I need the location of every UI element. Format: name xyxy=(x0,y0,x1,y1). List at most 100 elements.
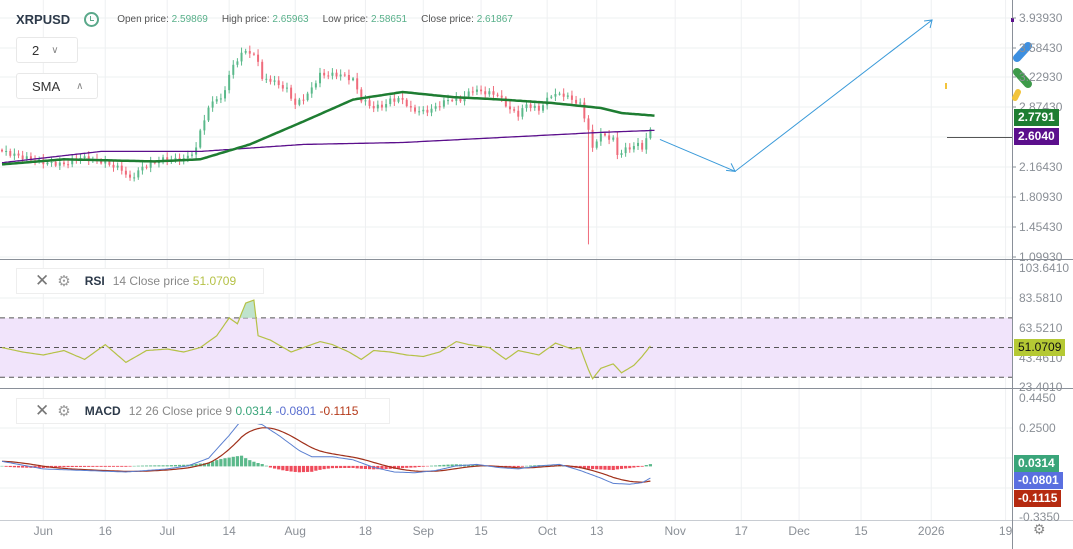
candle-up xyxy=(162,157,165,163)
macd-histogram-bar xyxy=(21,465,25,468)
gear-icon[interactable]: ⚙ xyxy=(57,273,71,290)
candle-up xyxy=(533,105,536,108)
candle-down xyxy=(335,72,338,77)
candle-down xyxy=(290,87,293,99)
axis-settings-icon[interactable]: ⚙ xyxy=(1033,521,1046,537)
macd-histogram-bar xyxy=(74,465,78,467)
macd-histogram-bar xyxy=(111,465,116,467)
macd-histogram-bar xyxy=(355,465,359,469)
candle-up xyxy=(418,111,421,113)
macd-histogram-bar xyxy=(318,465,322,470)
candle-down xyxy=(608,135,611,140)
interval-dropdown[interactable]: 2 ∨ xyxy=(16,37,78,63)
candle-down xyxy=(517,110,520,117)
macd-histogram-bar xyxy=(529,465,533,467)
interval-value: 2 xyxy=(32,42,40,58)
macd-line xyxy=(1,419,651,485)
candle-up xyxy=(595,141,598,148)
macd-histogram-bar xyxy=(70,465,74,468)
macd-histogram-bar xyxy=(161,465,165,467)
macd-histogram-bar xyxy=(376,465,380,470)
macd-histogram-bar xyxy=(429,465,434,467)
candle-up xyxy=(174,157,177,160)
macd-histogram-bar xyxy=(285,465,289,471)
macd-histogram-bar xyxy=(136,465,140,467)
time-tick-label: 13 xyxy=(590,524,604,538)
macd-histogram-bar xyxy=(149,465,153,467)
macd-histogram-bar xyxy=(177,464,182,467)
time-tick-label: Oct xyxy=(538,524,557,538)
macd-histogram-bar xyxy=(293,465,297,472)
candle-up xyxy=(215,99,218,102)
candle-up xyxy=(525,104,528,109)
marker xyxy=(1011,18,1014,22)
candle-up xyxy=(137,170,140,178)
macd-histogram-bar xyxy=(590,465,595,470)
candle-up xyxy=(314,83,317,88)
close-icon[interactable]: ✕ xyxy=(35,401,50,420)
macd-histogram-bar xyxy=(434,465,438,467)
macd-histogram-bar xyxy=(87,465,91,467)
rsi-overbought-fill xyxy=(233,300,259,318)
signal-line xyxy=(1,427,651,483)
macd-histogram-bar xyxy=(252,461,256,467)
macd-histogram-bar xyxy=(615,465,619,470)
candle-down xyxy=(570,95,573,100)
time-tick-label: Dec xyxy=(788,524,809,538)
macd-histogram-bar xyxy=(648,464,653,467)
macd-histogram-bar xyxy=(95,465,99,467)
macd-histogram-bar xyxy=(272,465,277,469)
candle-down xyxy=(347,74,350,81)
candle-up xyxy=(475,89,478,92)
gear-icon[interactable]: ⚙ xyxy=(57,403,71,420)
candle-down xyxy=(496,94,499,96)
macd-histogram-bar xyxy=(425,465,429,467)
macd-histogram-bar xyxy=(314,465,318,471)
macd-histogram-bar xyxy=(367,465,372,470)
clock-icon[interactable] xyxy=(84,12,100,27)
macd-histogram-bar xyxy=(83,465,87,467)
macd-histogram-bar xyxy=(334,465,339,469)
candle-up xyxy=(319,72,322,84)
macd-histogram-bar xyxy=(454,464,458,467)
candle-up xyxy=(554,94,557,97)
macd-histogram-bar xyxy=(140,465,145,467)
candle-up xyxy=(199,130,202,148)
candle-up xyxy=(558,93,561,95)
candle-down xyxy=(100,159,103,164)
candle-down xyxy=(124,170,127,175)
macd-histogram-bar xyxy=(16,465,21,468)
candle-up xyxy=(236,61,239,65)
candle-down xyxy=(54,161,57,166)
time-tick-label: 15 xyxy=(854,524,868,538)
macd-histogram-bar xyxy=(8,465,12,468)
candle-down xyxy=(62,162,65,165)
indicator-dropdown[interactable]: SMA ∧ xyxy=(16,73,98,99)
candle-up xyxy=(430,108,433,113)
candle-down xyxy=(500,95,503,98)
macd-histogram-bar xyxy=(244,458,248,467)
rsi-value: 51.0709 xyxy=(192,274,237,288)
candle-up xyxy=(157,162,160,164)
candle-up xyxy=(542,105,545,111)
macd-tick-label: 0.4450 xyxy=(1019,391,1056,405)
macd-histogram-bar xyxy=(339,465,343,469)
time-tick-label: Sep xyxy=(413,524,435,538)
macd-histogram-bar xyxy=(124,465,128,467)
time-tick-label: Nov xyxy=(665,524,686,538)
logo-icon xyxy=(1013,42,1032,62)
candle-up xyxy=(385,104,388,108)
macd-histogram-bar xyxy=(99,465,103,467)
macd-histogram-bar xyxy=(219,459,223,467)
macd-histogram-bar xyxy=(78,465,83,467)
candle-down xyxy=(153,162,156,164)
candle-up xyxy=(566,95,569,97)
candle-up xyxy=(46,162,49,165)
close-icon[interactable]: ✕ xyxy=(35,271,50,290)
candle-down xyxy=(368,100,371,106)
macd-value: 0.0314 xyxy=(235,404,273,418)
macd-histogram-bar xyxy=(421,465,425,467)
macd-histogram-bar xyxy=(636,465,640,468)
drawing-marker xyxy=(945,83,947,89)
